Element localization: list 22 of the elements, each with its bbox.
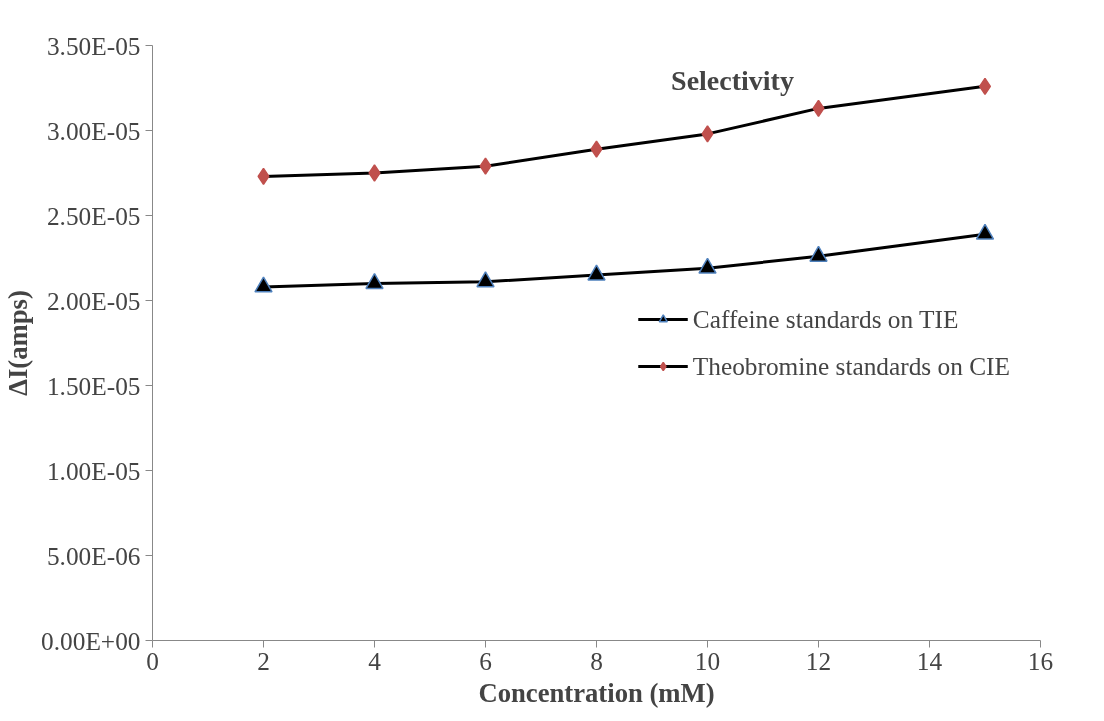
x-tick-label: 12: [805, 646, 832, 675]
y-tick-label: 0.00E+00: [41, 626, 141, 655]
legend-label: Theobromine standards on CIE: [692, 351, 1010, 381]
y-tick-label: 2.00E-05: [46, 286, 141, 315]
x-tick-label: 0: [146, 646, 159, 675]
legend-label: Caffeine standards on TIE: [692, 304, 959, 334]
y-tick-label: 1.50E-05: [46, 371, 141, 400]
y-tick-label: 5.00E-06: [46, 541, 141, 570]
text: Selectivity: [671, 64, 794, 96]
x-tick-label: 8: [590, 646, 603, 675]
y-tick-label: 1.00E-05: [46, 456, 141, 485]
x-tick-label: 16: [1027, 646, 1054, 675]
x-axis-title: Concentration (mM): [478, 677, 715, 708]
x-tick-label: 10: [694, 646, 721, 675]
y-tick-label: 2.50E-05: [46, 201, 141, 230]
y-tick-label: 3.00E-05: [46, 116, 141, 145]
x-tick-label: 6: [479, 646, 492, 675]
y-axis-title: ΔI(amps): [3, 290, 34, 396]
x-tick-label: 14: [916, 646, 943, 675]
x-tick-label: 4: [368, 646, 382, 675]
x-tick-label: 2: [257, 646, 270, 675]
y-tick-label: 3.50E-05: [46, 31, 141, 60]
